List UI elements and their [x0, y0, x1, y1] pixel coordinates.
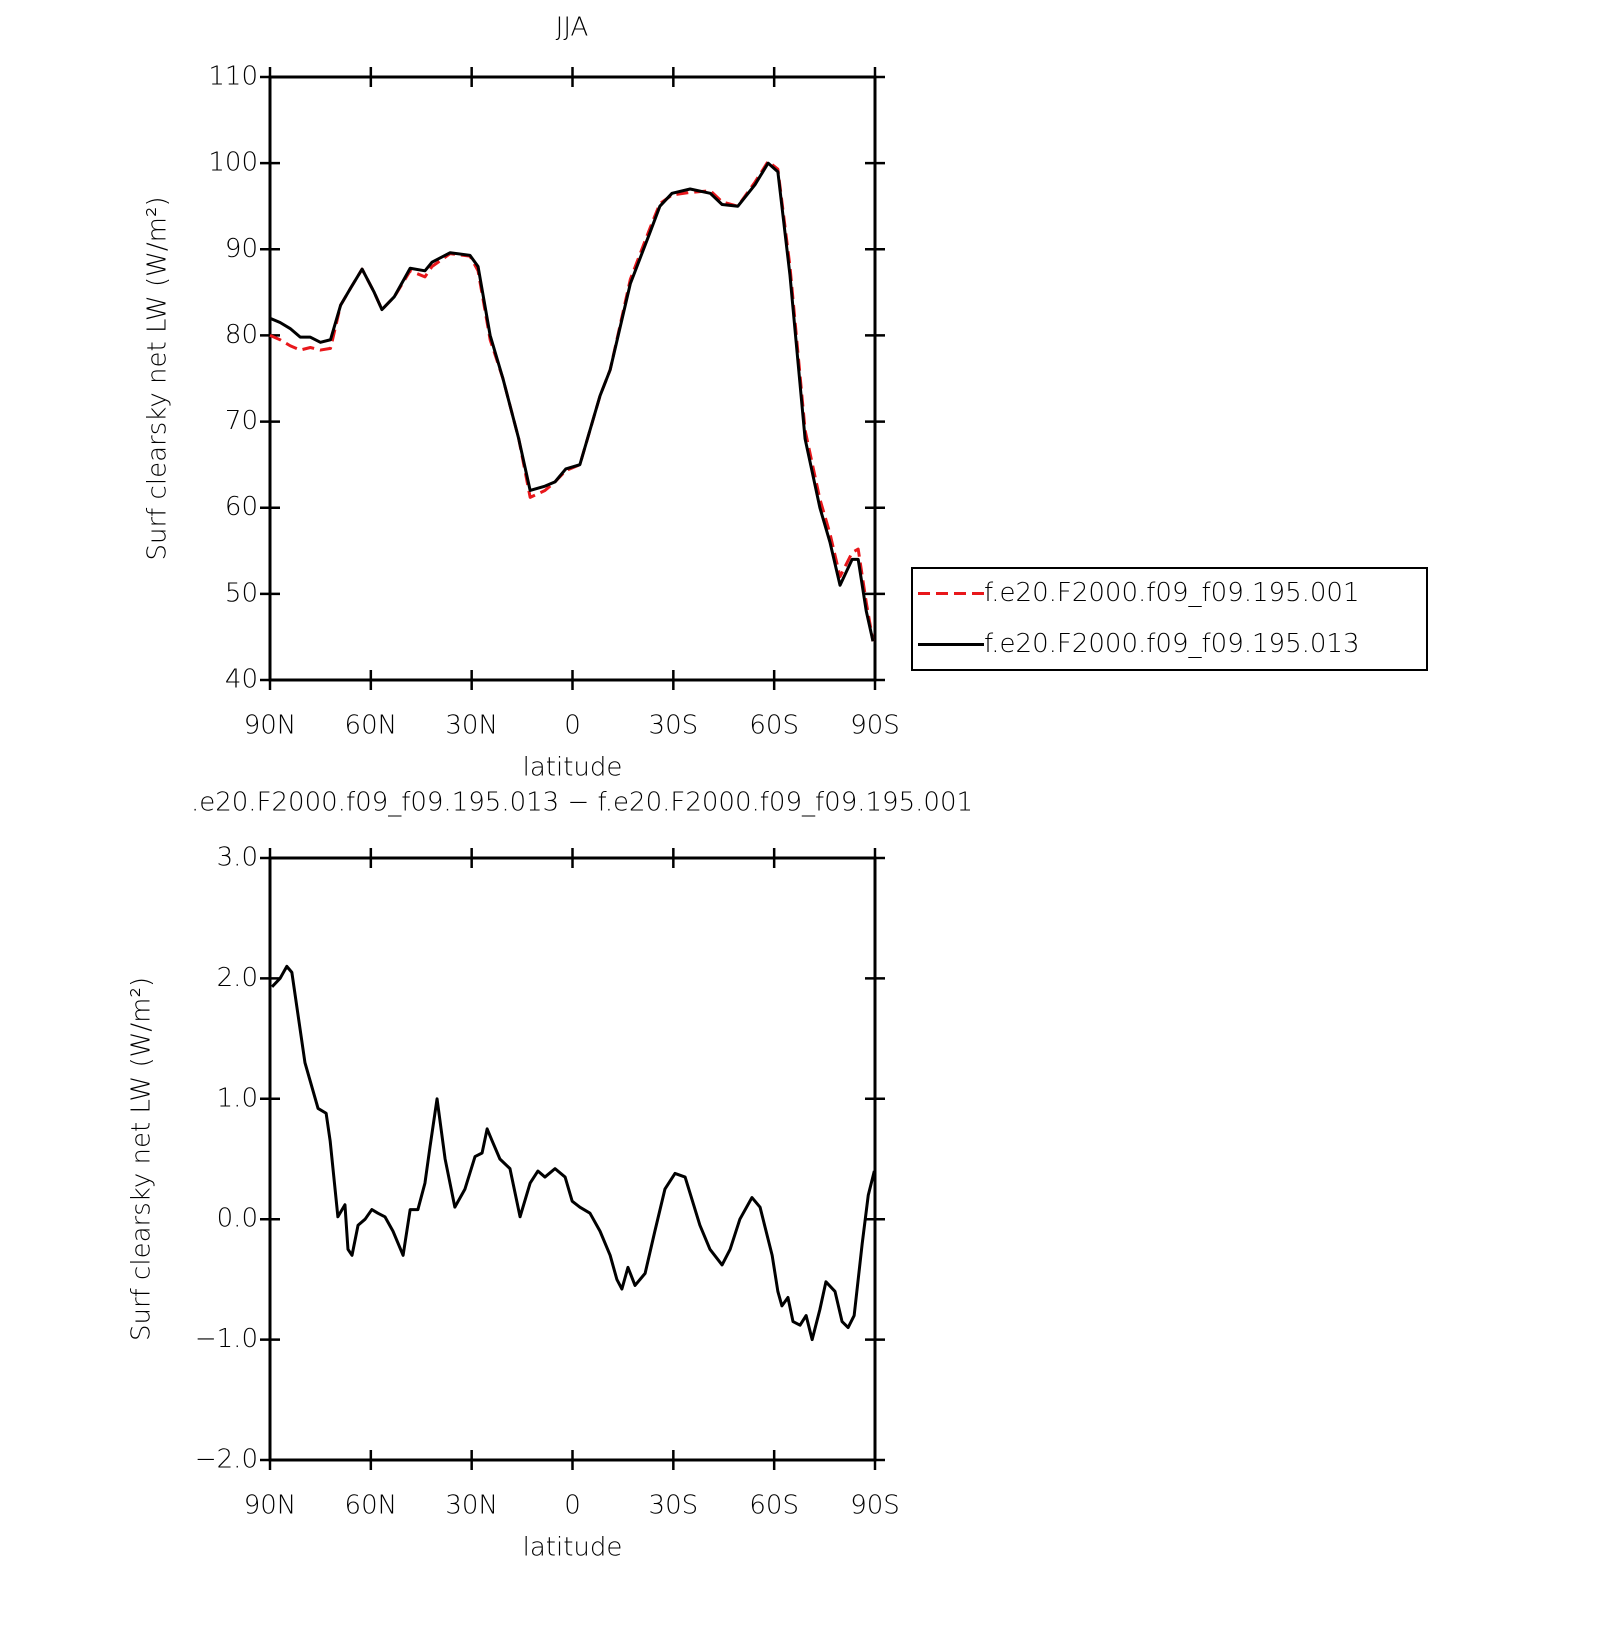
x-tick-label: 60N	[345, 1491, 398, 1521]
chart-title: .e20.F2000.f09_f09.195.013 − f.e20.F2000…	[191, 788, 973, 818]
y-tick-label: 50	[225, 578, 258, 608]
y-axis-label: Surf clearsky net LW (W/m²)	[143, 196, 173, 560]
y-axis-label: Surf clearsky net LW (W/m²)	[127, 977, 157, 1341]
legend-label: f.e20.F2000.f09_f09.195.001	[984, 578, 1360, 608]
plot-frame	[268, 75, 877, 682]
y-tick-label: 100	[208, 148, 258, 178]
x-axis-label: latitude	[523, 1533, 623, 1563]
y-tick-label: 70	[225, 406, 258, 436]
x-tick-label: 30S	[649, 1491, 699, 1521]
y-tick-label: −1.0	[195, 1324, 258, 1354]
y-tick-label: 80	[225, 320, 258, 350]
y-tick-label: −2.0	[195, 1445, 258, 1475]
x-tick-label: 90N	[244, 1491, 297, 1521]
y-tick-label: 60	[225, 492, 258, 522]
data-line	[270, 964, 876, 1342]
x-tick-label: 60S	[749, 1491, 799, 1521]
y-tick-label: 3.0	[217, 843, 258, 873]
y-tick-label: 40	[225, 665, 258, 695]
x-tick-label: 0	[564, 1491, 581, 1521]
x-tick-label: 60S	[749, 711, 799, 741]
x-tick-label: 30N	[445, 711, 498, 741]
x-tick-label: 60N	[345, 711, 398, 741]
plot-frame	[268, 856, 877, 1462]
data-line	[269, 161, 875, 642]
x-tick-label: 30S	[649, 711, 699, 741]
x-axis-label: latitude	[523, 753, 623, 783]
x-tick-label: 0	[564, 711, 581, 741]
y-tick-label: 1.0	[217, 1083, 258, 1113]
x-tick-label: 90N	[244, 711, 297, 741]
panel: JJA latitude Surf clearsky net LW (W/m²) 90…	[143, 13, 900, 783]
legend-label: f.e20.F2000.f09_f09.195.013	[984, 629, 1360, 659]
data-line	[269, 159, 875, 642]
panel: .e20.F2000.f09_f09.195.013 − f.e20.F2000…	[127, 788, 974, 1563]
x-tick-label: 30N	[445, 1491, 498, 1521]
y-tick-label: 90	[225, 234, 258, 264]
y-tick-label: 110	[208, 62, 258, 92]
chart-title: JJA	[556, 13, 589, 43]
y-tick-label: 2.0	[217, 963, 258, 993]
legend-box	[911, 567, 1428, 671]
x-tick-label: 90S	[850, 1491, 900, 1521]
y-tick-label: 0.0	[217, 1204, 258, 1234]
x-tick-label: 90S	[850, 711, 900, 741]
